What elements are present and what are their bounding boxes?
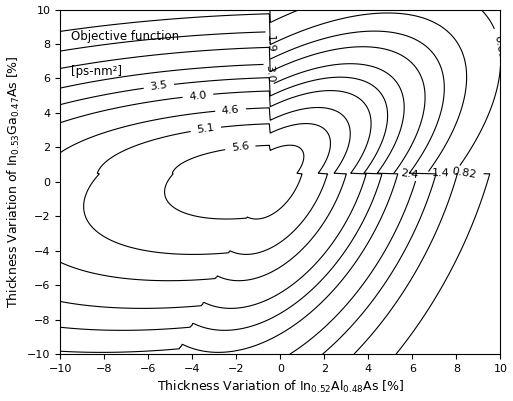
Text: 1.9: 1.9	[264, 34, 275, 53]
Text: 5.1: 5.1	[196, 123, 215, 135]
Text: 4.0: 4.0	[189, 90, 207, 101]
Text: 3.0: 3.0	[264, 65, 275, 83]
Y-axis label: Thickness Variation of In$_{0.53}$Ga$_{0.47}$As [%]: Thickness Variation of In$_{0.53}$Ga$_{0…	[6, 55, 22, 308]
Text: 2.4: 2.4	[400, 168, 419, 180]
Text: Objective function: Objective function	[71, 30, 180, 43]
Text: 3.5: 3.5	[149, 80, 168, 92]
Text: 5.6: 5.6	[231, 142, 250, 154]
Text: 0.82: 0.82	[492, 34, 507, 61]
Text: 1.4: 1.4	[431, 168, 449, 179]
Text: [ps-nm²]: [ps-nm²]	[71, 65, 122, 78]
Text: 4.6: 4.6	[221, 104, 240, 115]
X-axis label: Thickness Variation of In$_{0.52}$Al$_{0.48}$As [%]: Thickness Variation of In$_{0.52}$Al$_{0…	[156, 379, 404, 395]
Text: 0.82: 0.82	[451, 166, 478, 180]
